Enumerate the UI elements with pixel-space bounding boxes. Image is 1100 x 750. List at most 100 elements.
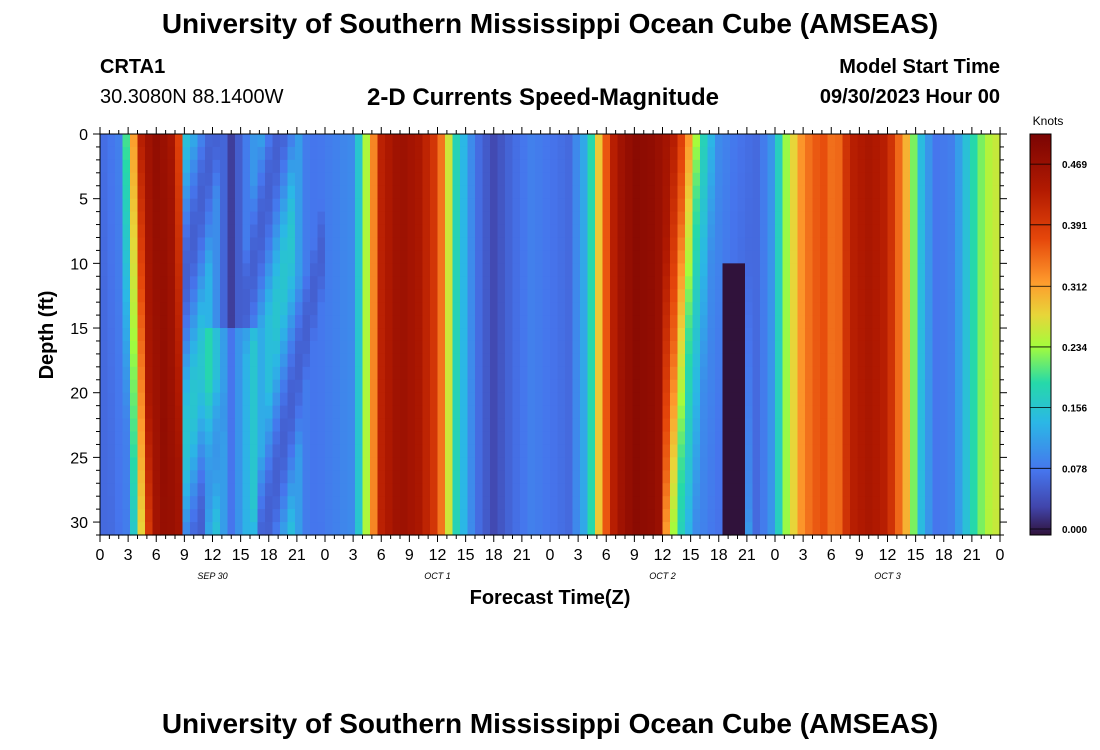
heatmap-cell [527,134,536,148]
heatmap-cell [107,509,116,523]
heatmap-cell [895,263,904,277]
heatmap-cell [310,496,319,510]
heatmap-cell [865,237,874,252]
heatmap-cell [707,302,716,316]
heatmap-cell [880,457,889,471]
heatmap-cell [452,315,461,329]
heatmap-cell [677,470,686,484]
heatmap-cell [820,237,829,252]
heatmap-cell [572,366,581,381]
heatmap-cell [490,418,499,433]
heatmap-cell [175,172,184,187]
heatmap-cell [452,237,461,252]
heatmap-cell [707,522,716,536]
heatmap-cell [370,457,379,471]
heatmap-cell [205,496,214,510]
heatmap-cell [175,198,184,213]
heatmap-cell [850,418,859,433]
heatmap-cell [152,366,161,381]
heatmap-cell [190,470,199,484]
heatmap-cell [835,250,844,264]
heatmap-cell [415,328,424,342]
heatmap-cell [122,211,131,226]
heatmap-cell [130,250,139,264]
heatmap-cell [437,159,446,174]
heatmap-cell [392,509,401,523]
heatmap-cell [775,496,784,510]
heatmap-cell [872,328,881,342]
heatmap-cell [865,315,874,329]
heatmap-cell [550,315,559,329]
heatmap-cell [370,315,379,329]
heatmap-cell [520,431,529,446]
heatmap-cell [932,146,941,161]
heatmap-cell [167,276,176,290]
heatmap-cell [392,315,401,329]
heatmap-cell [482,289,491,303]
heatmap-cell [422,483,431,497]
heatmap-cell [587,496,596,510]
heatmap-cell [925,366,934,381]
heatmap-cell [647,328,656,342]
heatmap-cell [407,405,416,420]
heatmap-cell [902,340,911,355]
heatmap-cell [355,146,364,161]
heatmap-cell [737,328,746,342]
heatmap-cell [730,444,739,458]
heatmap-cell [512,250,521,264]
heatmap-cell [857,289,866,303]
heatmap-cell [535,315,544,329]
heatmap-cell [625,353,634,368]
heatmap-cell [422,211,431,226]
heatmap-cell [955,522,964,536]
heatmap-cell [355,379,364,394]
heatmap-cell [692,276,701,290]
heatmap-cell [415,276,424,290]
heatmap-cell [265,522,274,536]
heatmap-cell [122,496,131,510]
heatmap-cell [647,405,656,420]
heatmap-cell [242,211,251,226]
heatmap-cell [542,159,551,174]
heatmap-cell [647,302,656,316]
heatmap-cell [625,509,634,523]
heatmap-cell [287,134,296,148]
heatmap-cell [887,444,896,458]
heatmap-cell [745,483,754,497]
heatmap-cell [760,198,769,213]
heatmap-cell [407,198,416,213]
heatmap-cell [707,146,716,161]
heatmap-cell [422,470,431,484]
heatmap-cell [902,496,911,510]
heatmap-cell [407,172,416,187]
heatmap-cell [925,211,934,226]
heatmap-cell [280,353,289,368]
heatmap-cell [782,302,791,316]
heatmap-cell [302,315,311,329]
heatmap-cell [872,483,881,497]
heatmap-cell [835,522,844,536]
heatmap-cell [205,483,214,497]
heatmap-cell [100,457,109,471]
heatmap-cell [767,289,776,303]
heatmap-cell [535,159,544,174]
heatmap-cell [535,250,544,264]
heatmap-cell [370,405,379,420]
heatmap-cell [850,353,859,368]
heatmap-cell [715,276,724,290]
heatmap-cell [385,509,394,523]
heatmap-cell [992,237,1001,252]
heatmap-cell [992,211,1001,226]
heatmap-cell [257,457,266,471]
axis-ticks [93,127,1007,542]
heatmap-cell [295,159,304,174]
heatmap-cell [685,315,694,329]
heatmap-cell [310,392,319,407]
heatmap-cell [632,496,641,510]
heatmap-cell [182,418,191,433]
heatmap-cell [160,483,169,497]
heatmap-cell [137,159,146,174]
heatmap-cell [580,340,589,355]
heatmap-cell [617,276,626,290]
